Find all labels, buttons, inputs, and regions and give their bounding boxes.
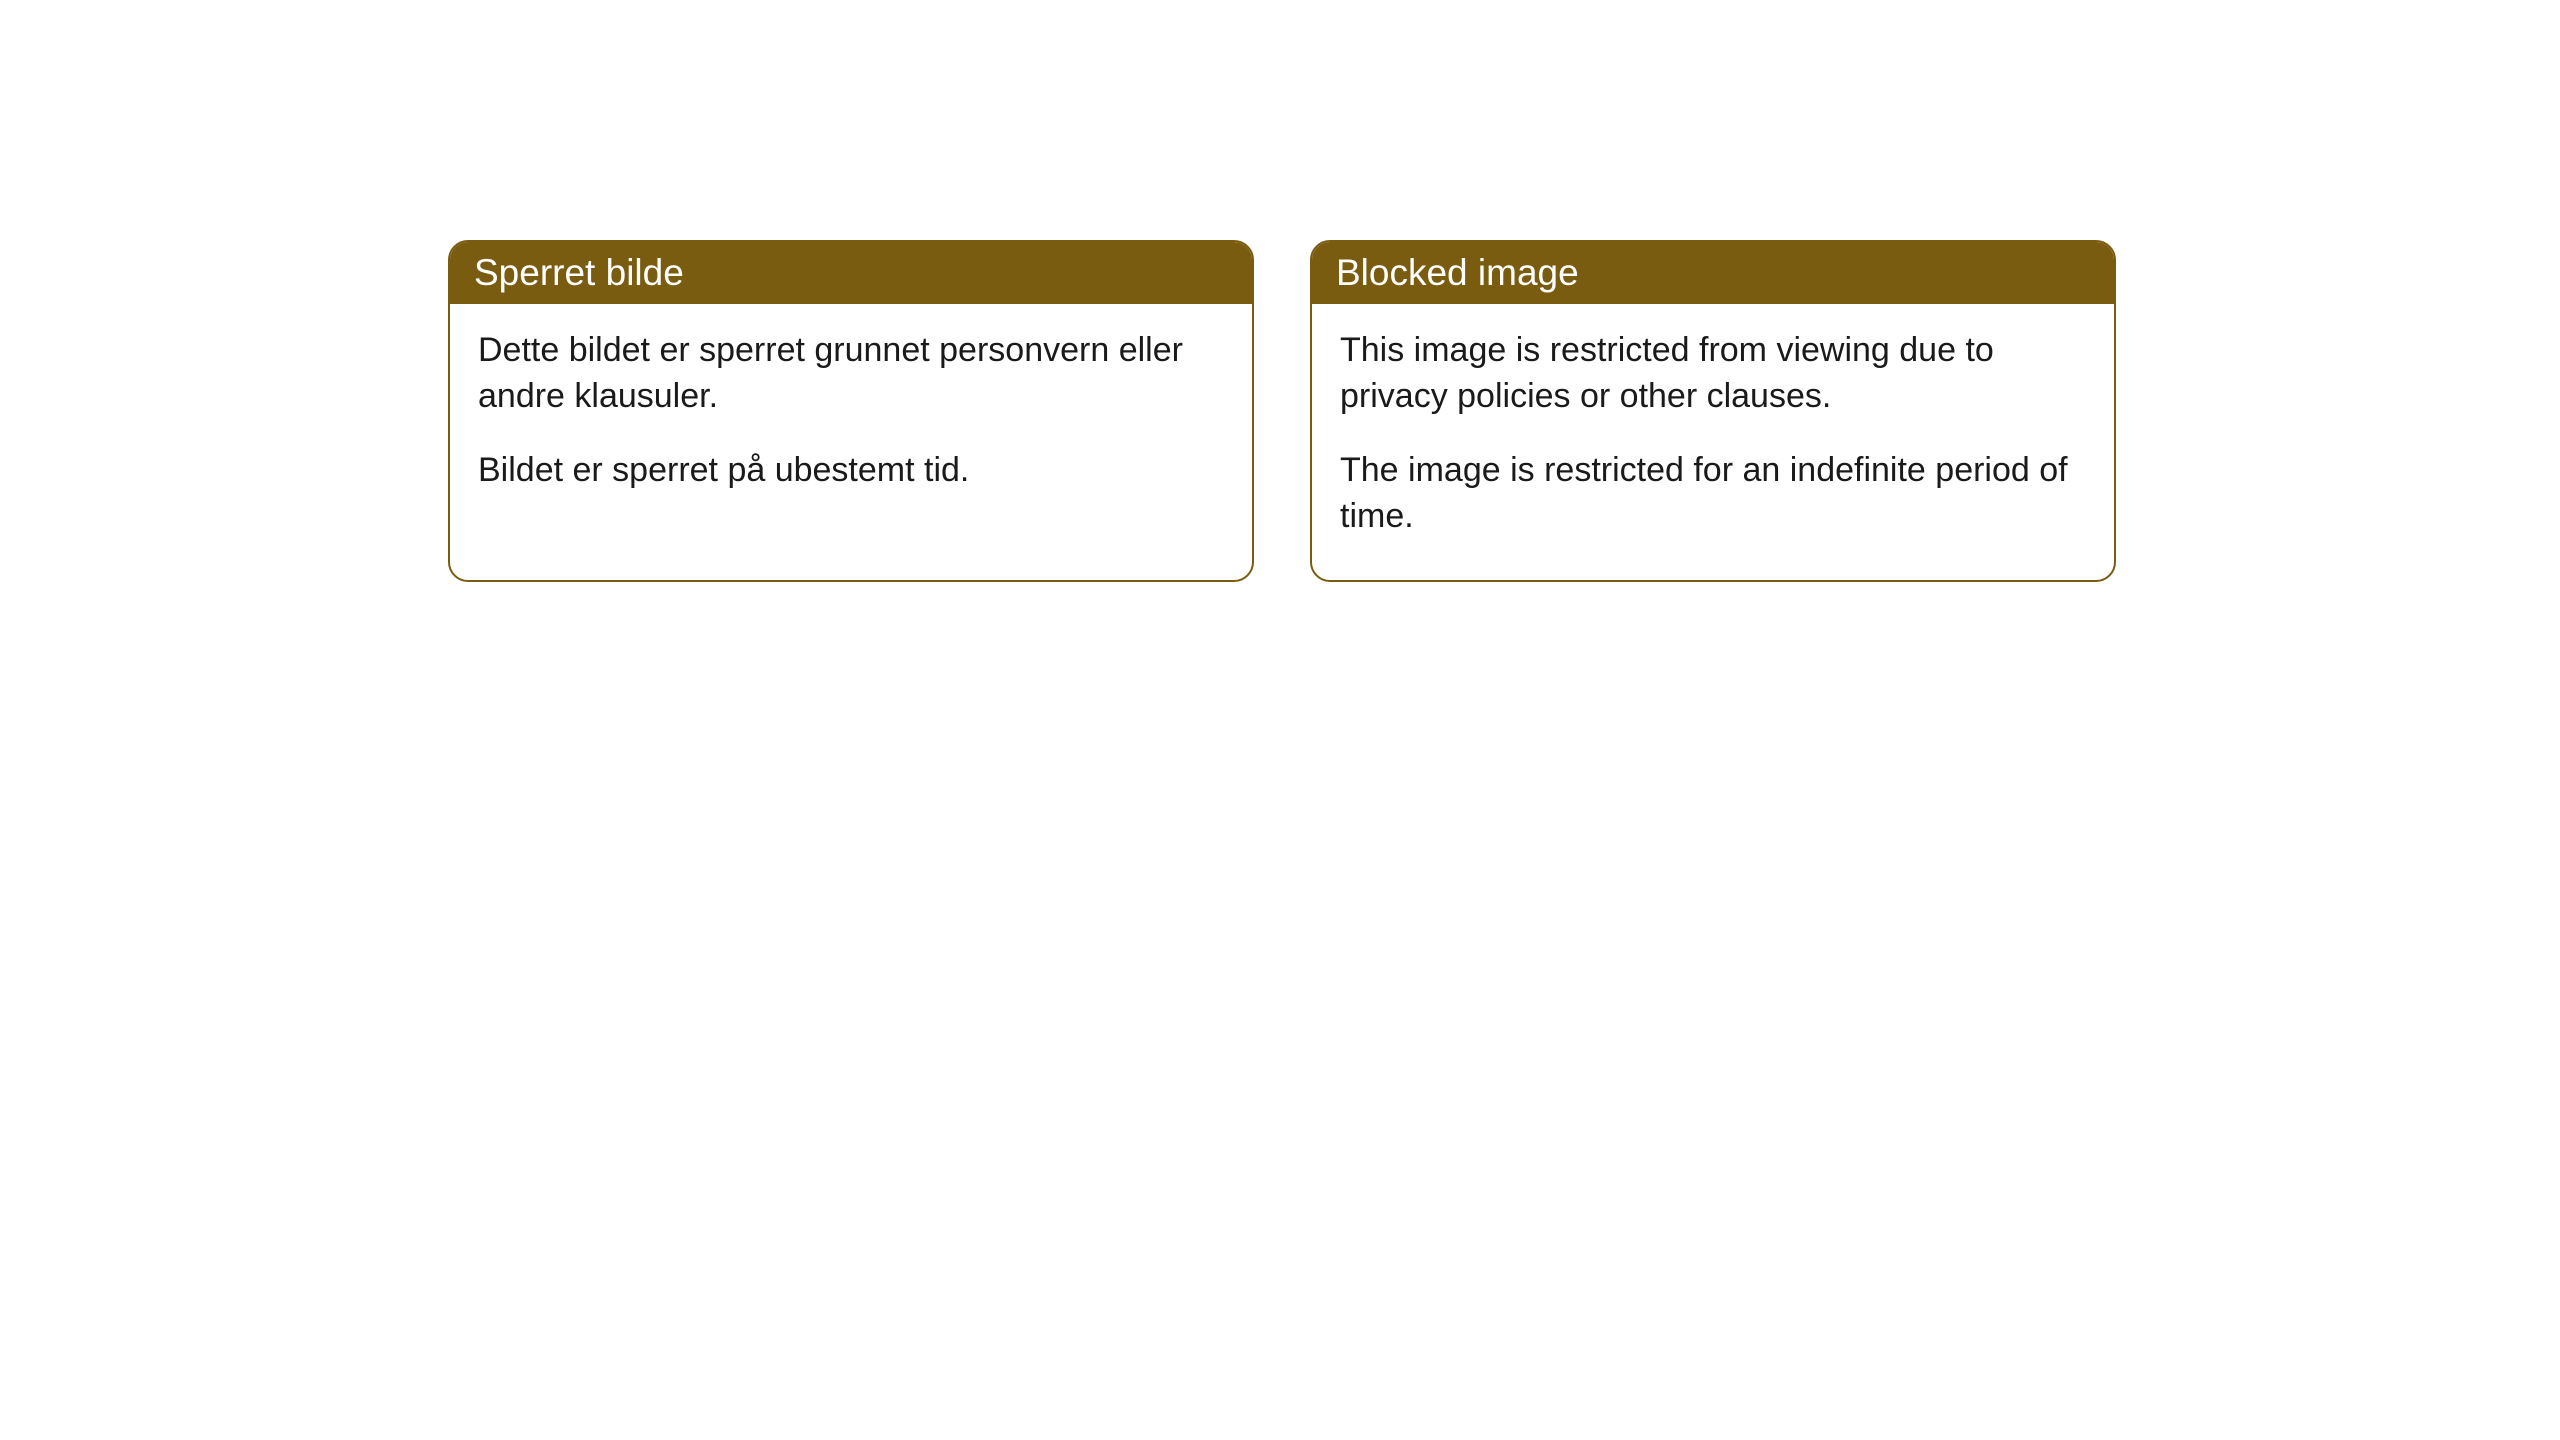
notice-header: Sperret bilde	[450, 242, 1252, 304]
notice-header: Blocked image	[1312, 242, 2114, 304]
notice-container: Sperret bilde Dette bildet er sperret gr…	[0, 0, 2560, 582]
notice-body: Dette bildet er sperret grunnet personve…	[450, 304, 1252, 534]
notice-card-english: Blocked image This image is restricted f…	[1310, 240, 2116, 582]
notice-card-norwegian: Sperret bilde Dette bildet er sperret gr…	[448, 240, 1254, 582]
notice-paragraph: Dette bildet er sperret grunnet personve…	[478, 328, 1224, 420]
notice-body: This image is restricted from viewing du…	[1312, 304, 2114, 580]
notice-paragraph: The image is restricted for an indefinit…	[1340, 448, 2086, 540]
notice-paragraph: This image is restricted from viewing du…	[1340, 328, 2086, 420]
notice-paragraph: Bildet er sperret på ubestemt tid.	[478, 448, 1224, 494]
